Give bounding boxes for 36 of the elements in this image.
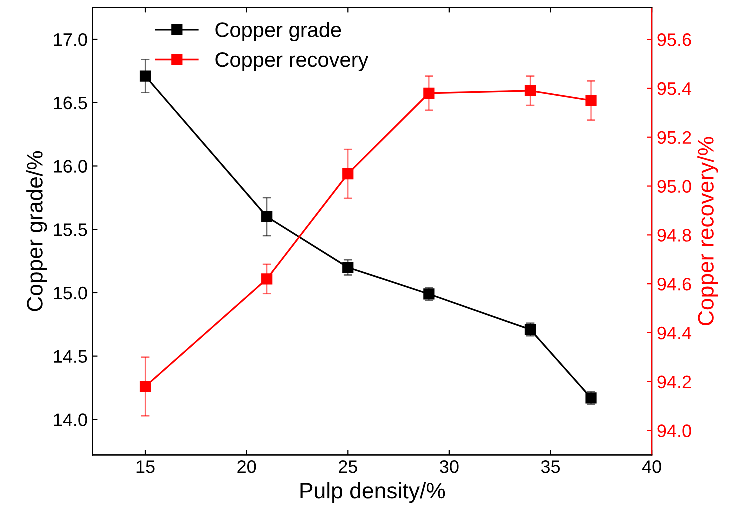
x-axis-title: Pulp density/% — [300, 482, 446, 504]
legend-label: Copper recovery — [216, 52, 369, 72]
point — [140, 381, 152, 392]
legend-label: Copper grade — [216, 22, 342, 42]
y2-tick-label: 95.0 — [658, 180, 692, 194]
y2-tick-label: 94.6 — [658, 278, 692, 291]
y-tick-label: 15.0 — [54, 286, 88, 300]
point — [586, 95, 597, 106]
y-tick-label: 14.5 — [54, 350, 88, 364]
x-tick-label: 25 — [339, 460, 358, 474]
x-tick-label: 35 — [541, 460, 560, 474]
y-tick-label: 17.0 — [54, 33, 88, 46]
y2-tick-label: 94.2 — [658, 376, 692, 389]
point — [524, 85, 536, 96]
y2-axis-title: Copper recovery/% — [698, 137, 718, 326]
y2-tick-label: 94.4 — [658, 326, 692, 340]
y-tick-label: 16.0 — [54, 160, 88, 173]
point — [140, 70, 152, 82]
y2-tick-label: 95.4 — [658, 82, 692, 96]
y2-tick-label: 95.6 — [658, 34, 692, 46]
y-tick-label: 15.5 — [54, 224, 88, 236]
point — [342, 262, 354, 274]
y-tick-label: 14.0 — [54, 414, 88, 426]
y-tick-label: 16.5 — [54, 96, 88, 110]
y2-tick-label: 94.0 — [658, 424, 692, 438]
point — [342, 168, 354, 180]
point — [262, 274, 273, 285]
point — [424, 88, 435, 99]
y-axis-title: Copper grade/% — [26, 151, 48, 312]
y2-tick-label: 95.2 — [658, 131, 692, 144]
point — [262, 211, 273, 222]
x-tick-label: 30 — [440, 460, 459, 474]
x-tick-label: 20 — [238, 460, 256, 474]
x-tick-label: 15 — [136, 460, 155, 474]
y2-tick-label: 94.8 — [658, 229, 692, 242]
x-tick-label: 40 — [642, 460, 662, 474]
